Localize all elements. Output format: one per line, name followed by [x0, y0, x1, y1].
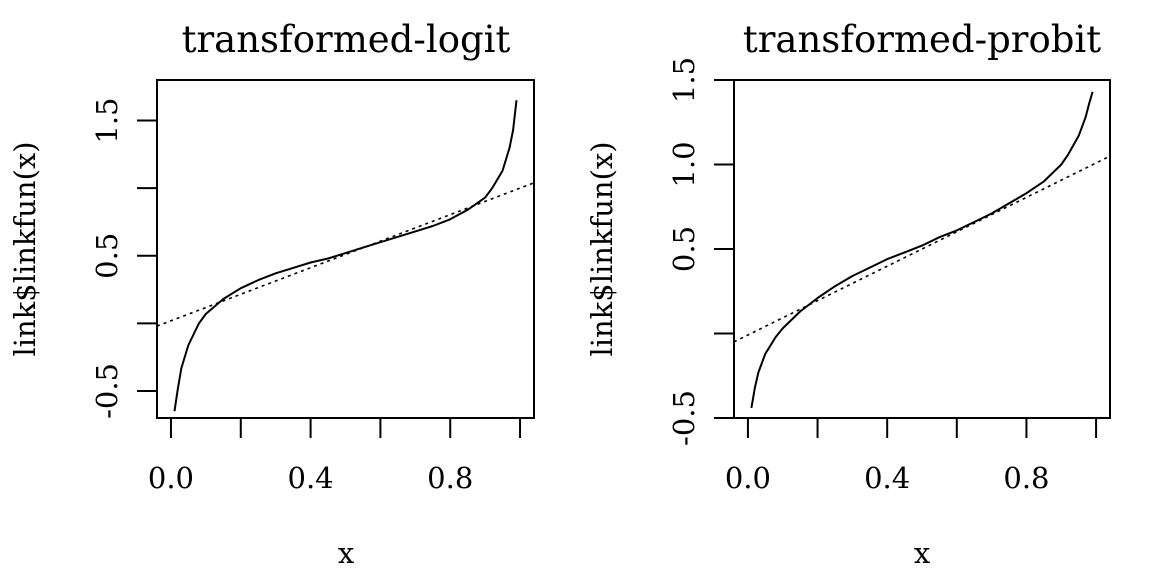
series-layer [733, 91, 1111, 409]
x-axis: 0.0 0.4 0.8 [725, 418, 1098, 495]
chart-title: transformed-probit [743, 18, 1101, 61]
y-tick-label: 1.5 [90, 97, 124, 143]
y-tick-label: 1.0 [667, 141, 701, 187]
plot-frame [156, 79, 535, 419]
x-tick-label: 0.4 [864, 461, 910, 495]
y-tick-label: -0.5 [667, 390, 701, 446]
x-tick-label: 0.8 [427, 461, 473, 495]
x-axis-label: x [338, 536, 354, 570]
y-axis: -0.5 0.5 1.5 [90, 97, 157, 419]
link-function-curve [173, 100, 518, 412]
link-function-curve [750, 91, 1094, 409]
chart-transformed-logit: transformed-logit 0.0 0.4 0.8 -0.5 0.5 1.5 x… [8, 18, 535, 570]
y-axis: -0.5 0.5 1.0 1.5 [667, 57, 734, 446]
y-tick-label: -0.5 [90, 363, 124, 419]
dotted-reference-line [156, 182, 535, 327]
x-axis: 0.0 0.4 0.8 [148, 418, 522, 495]
y-tick-label: 1.5 [667, 57, 701, 103]
x-tick-label: 0.8 [1003, 461, 1049, 495]
chart-title: transformed-logit [182, 18, 511, 61]
x-tick-label: 0.0 [725, 461, 771, 495]
x-tick-label: 0.0 [148, 461, 194, 495]
chart-transformed-probit: transformed-probit 0.0 0.4 0.8 -0.5 0.5 1.0 1… [585, 18, 1111, 570]
dotted-reference-line [733, 155, 1111, 343]
y-tick-label: 0.5 [90, 233, 124, 279]
x-axis-label: x [914, 536, 930, 570]
plot-frame [733, 79, 1111, 419]
series-layer [156, 100, 535, 412]
y-axis-label: link$linkfun(x) [8, 141, 42, 356]
y-axis-label: link$linkfun(x) [585, 141, 619, 356]
x-tick-label: 0.4 [288, 461, 334, 495]
y-tick-label: 0.5 [667, 226, 701, 272]
